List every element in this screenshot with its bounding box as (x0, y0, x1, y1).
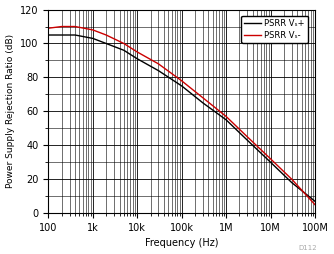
PSRR Vₛ- (135, 51, 139, 54)
X-axis label: Frequency (Hz): Frequency (Hz) (145, 239, 218, 248)
PSRR Vₛ+ (135, 57, 139, 60)
Legend: PSRR Vₛ+, PSRR Vₛ-: PSRR Vₛ+, PSRR Vₛ- (241, 16, 308, 43)
PSRR Vₛ- (104, 34, 108, 37)
PSRR Vₛ+ (269, 161, 273, 164)
PSRR Vₛ- (201, 96, 205, 99)
PSRR Vₛ- (122, 42, 126, 45)
PSRR Vₛ- (91, 28, 95, 31)
Line: PSRR Vₛ+: PSRR Vₛ+ (48, 35, 315, 201)
Y-axis label: Power Supply Rejection Ratio (dB): Power Supply Rejection Ratio (dB) (6, 34, 15, 188)
PSRR Vₛ+ (122, 49, 126, 52)
PSRR Vₛ- (290, 178, 294, 181)
PSRR Vₛ- (313, 203, 317, 206)
PSRR Vₛ+ (60, 34, 64, 37)
PSRR Vₛ- (245, 135, 249, 138)
PSRR Vₛ- (224, 115, 228, 118)
Text: D112: D112 (299, 245, 317, 251)
PSRR Vₛ- (46, 27, 50, 30)
PSRR Vₛ- (269, 157, 273, 160)
PSRR Vₛ+ (201, 101, 205, 104)
PSRR Vₛ+ (46, 34, 50, 37)
PSRR Vₛ+ (104, 42, 108, 45)
PSRR Vₛ+ (245, 139, 249, 142)
PSRR Vₛ+ (91, 37, 95, 40)
PSRR Vₛ+ (180, 84, 184, 87)
PSRR Vₛ- (156, 62, 160, 65)
PSRR Vₛ+ (290, 181, 294, 184)
PSRR Vₛ- (73, 25, 77, 28)
PSRR Vₛ+ (313, 200, 317, 203)
PSRR Vₛ- (60, 25, 64, 28)
Line: PSRR Vₛ-: PSRR Vₛ- (48, 26, 315, 205)
PSRR Vₛ+ (73, 34, 77, 37)
PSRR Vₛ+ (224, 118, 228, 121)
PSRR Vₛ+ (156, 69, 160, 72)
PSRR Vₛ- (180, 79, 184, 82)
